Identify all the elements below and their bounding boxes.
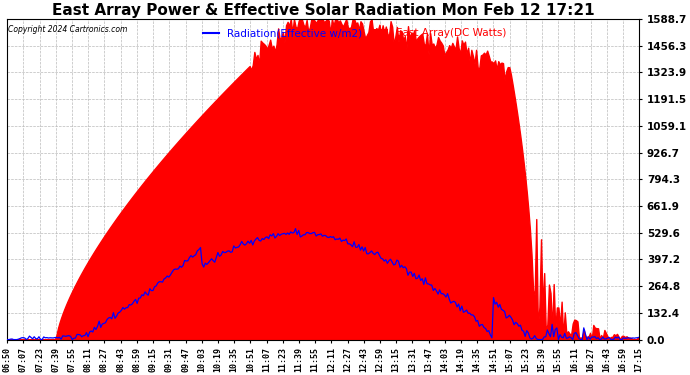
Legend: Radiation(Effective w/m2), East Array(DC Watts): Radiation(Effective w/m2), East Array(DC… [199, 24, 511, 42]
Text: Copyright 2024 Cartronics.com: Copyright 2024 Cartronics.com [8, 26, 127, 34]
Title: East Array Power & Effective Solar Radiation Mon Feb 12 17:21: East Array Power & Effective Solar Radia… [52, 3, 595, 18]
